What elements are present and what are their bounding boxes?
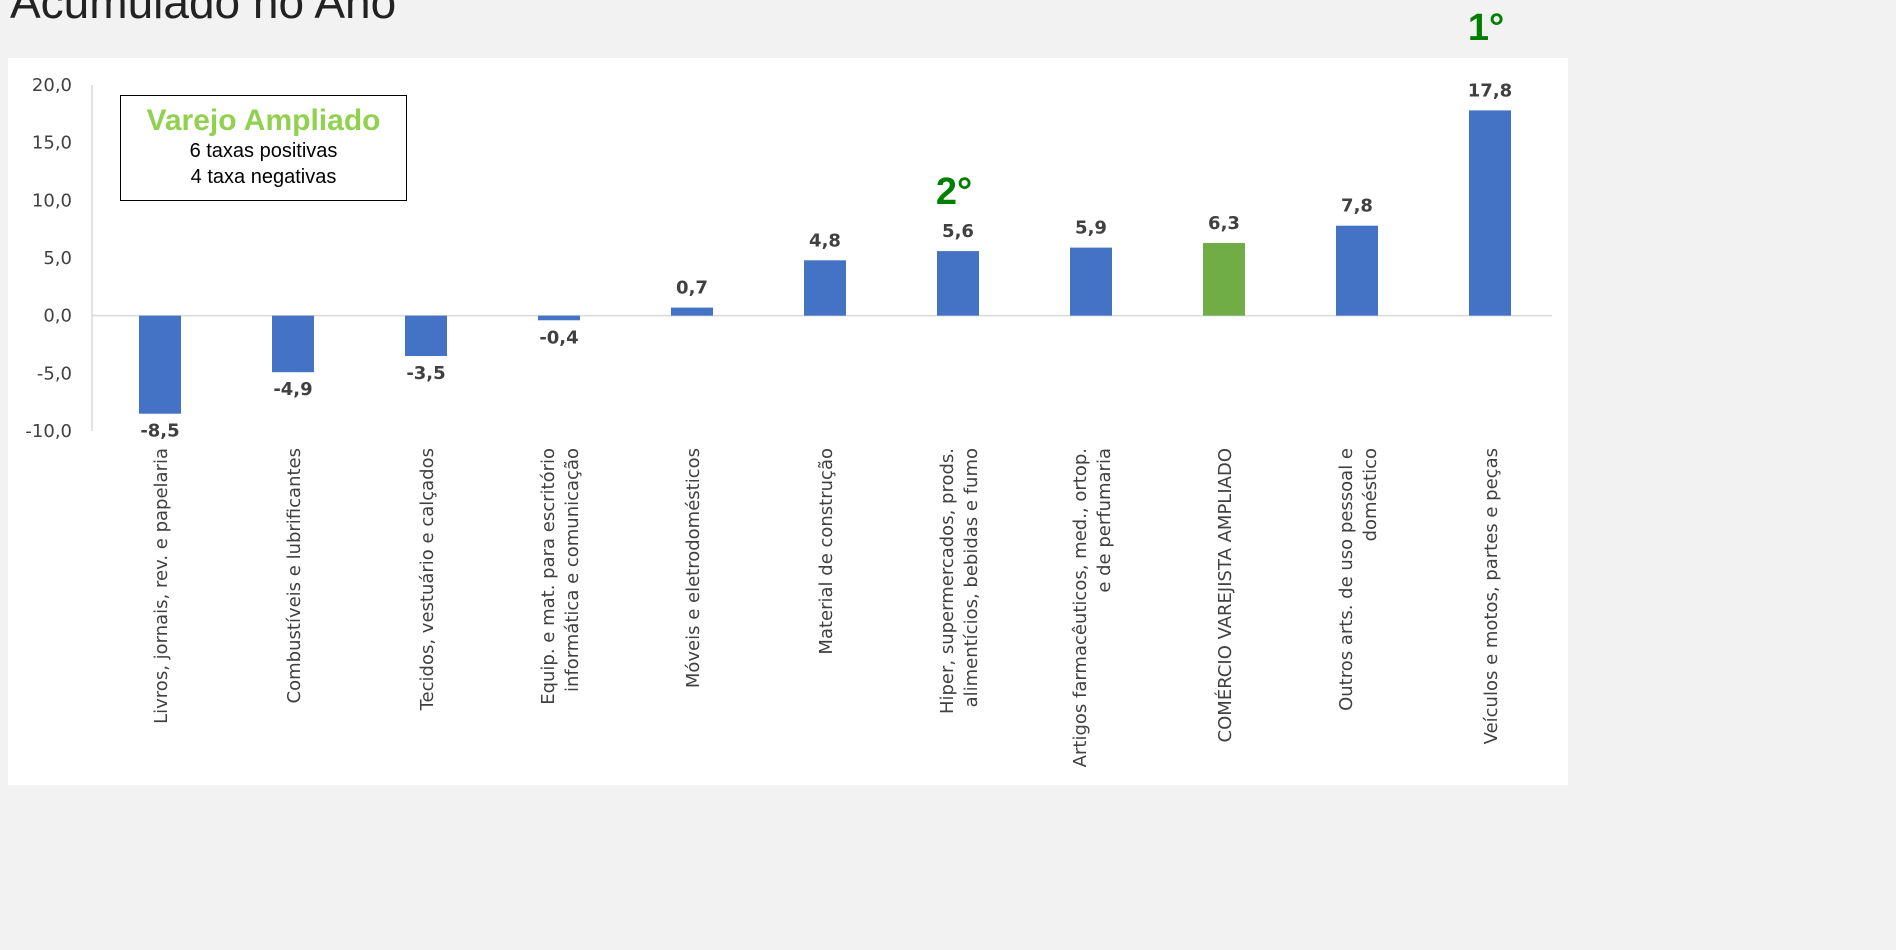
x-tick-label-line: Outros arts. de uso pessoal e bbox=[1336, 448, 1357, 711]
x-tick-label: Outros arts. de uso pessoal e doméstico bbox=[1336, 448, 1381, 711]
bar bbox=[1469, 110, 1511, 316]
y-tick-label: -10,0 bbox=[25, 421, 72, 442]
y-tick-label: 0,0 bbox=[43, 306, 72, 327]
bar bbox=[139, 315, 181, 414]
bar bbox=[538, 315, 580, 321]
data-label: 7,8 bbox=[1341, 196, 1373, 217]
bar-chart: 20,0 15,0 10,0 5,0 0,0 -5,0 -10,0 -8,5 Livros, j… bbox=[25, 7, 1552, 767]
bar bbox=[405, 315, 447, 357]
x-tick-label: COMÉRCIO VAREJISTA AMPLIADO bbox=[1214, 448, 1236, 742]
data-label: -0,4 bbox=[539, 327, 578, 348]
x-tick-label-line: Hiper, supermercados, prods. bbox=[937, 448, 958, 714]
data-label: 5,9 bbox=[1075, 218, 1107, 239]
bar bbox=[1203, 243, 1245, 316]
bar bbox=[272, 315, 314, 373]
x-tick-label: Veículos e motos, partes e peças bbox=[1481, 448, 1502, 744]
x-tick-label-line: Material de construção bbox=[816, 448, 837, 655]
x-tick-label-line: informática e comunicação bbox=[562, 448, 583, 692]
bar bbox=[671, 307, 713, 316]
y-tick-label: 20,0 bbox=[32, 75, 72, 96]
x-tick-label: Móveis e eletrodomésticos bbox=[683, 448, 704, 688]
y-tick-label: 10,0 bbox=[32, 190, 72, 211]
x-tick-label: Material de construção bbox=[816, 448, 837, 655]
data-label: 0,7 bbox=[676, 278, 708, 299]
x-tick-label-line: Veículos e motos, partes e peças bbox=[1481, 448, 1502, 744]
y-tick-label: 15,0 bbox=[32, 133, 72, 154]
legend-negative-count: 4 taxa negativas bbox=[190, 166, 337, 188]
data-label: 5,6 bbox=[942, 221, 974, 242]
data-label: 6,3 bbox=[1208, 213, 1240, 234]
x-tick-label-line: alimentícios, bebidas e fumo bbox=[961, 448, 982, 707]
x-tick-label: Equip. e mat. para escritório informática… bbox=[538, 448, 583, 705]
x-tick-label-line: Combustíveis e lubrificantes bbox=[284, 448, 305, 703]
bar bbox=[1336, 225, 1378, 316]
x-tick-label-line: Equip. e mat. para escritório bbox=[538, 448, 559, 705]
bar bbox=[1070, 247, 1112, 316]
x-tick-label-line: COMÉRCIO VAREJISTA AMPLIADO bbox=[1214, 448, 1236, 742]
legend-positive-count: 6 taxas positivas bbox=[189, 140, 338, 162]
data-label: -8,5 bbox=[140, 421, 179, 442]
x-tick-label: Hiper, supermercados, prods. alimentícios… bbox=[937, 448, 982, 714]
x-tick-label-line: Móveis e eletrodomésticos bbox=[683, 448, 704, 688]
bar bbox=[804, 260, 846, 316]
rank-annotation: 2° bbox=[936, 171, 972, 213]
x-tick-label-line: Livros, jornais, rev. e papelaria bbox=[151, 448, 172, 724]
x-tick-label: Tecidos, vestuário e calçados bbox=[417, 448, 438, 711]
x-tick-label: Combustíveis e lubrificantes bbox=[284, 448, 305, 703]
legend-box: Varejo Ampliado 6 taxas positivas 4 taxa… bbox=[120, 95, 407, 201]
page-title: Acumulado no Ano bbox=[10, 0, 397, 28]
data-label: -4,9 bbox=[273, 379, 312, 400]
x-tick-label-line: Artigos farmacêuticos, med., ortop. bbox=[1070, 448, 1091, 767]
x-tick-label-line: e de perfumaria bbox=[1094, 448, 1115, 593]
bar bbox=[937, 251, 979, 316]
data-label: 4,8 bbox=[809, 230, 841, 251]
x-tick-label: Livros, jornais, rev. e papelaria bbox=[151, 448, 172, 724]
y-tick-label: 5,0 bbox=[43, 248, 72, 269]
y-tick-label: -5,0 bbox=[37, 363, 72, 384]
rank-annotation: 1° bbox=[1468, 7, 1504, 49]
legend-title: Varejo Ampliado bbox=[146, 104, 381, 137]
data-label: 17,8 bbox=[1468, 80, 1512, 101]
x-tick-label: Artigos farmacêuticos, med., ortop. e de … bbox=[1070, 448, 1115, 767]
x-tick-label-line: doméstico bbox=[1360, 448, 1381, 541]
data-label: -3,5 bbox=[406, 363, 445, 384]
x-tick-label-line: Tecidos, vestuário e calçados bbox=[417, 448, 438, 711]
